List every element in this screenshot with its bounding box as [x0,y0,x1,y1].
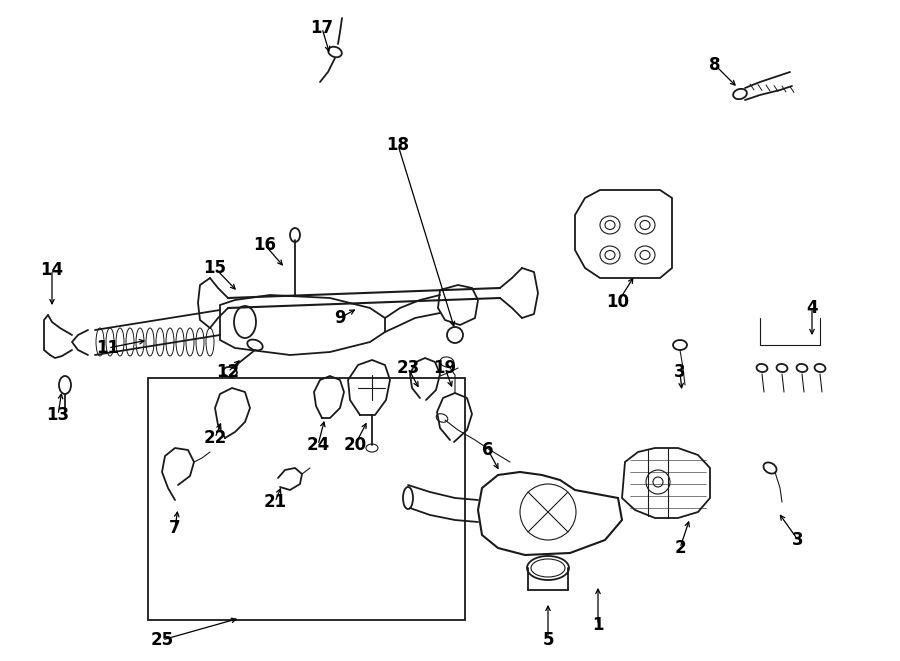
Text: 13: 13 [47,406,69,424]
Text: 25: 25 [150,631,174,649]
Text: 23: 23 [396,359,419,377]
Text: 16: 16 [254,236,276,254]
Text: 6: 6 [482,441,494,459]
Text: 12: 12 [216,363,239,381]
Text: 3: 3 [674,363,686,381]
Text: 10: 10 [607,293,629,311]
Text: 1: 1 [592,616,604,634]
Text: 14: 14 [40,261,64,279]
Text: 18: 18 [386,136,410,154]
Text: 21: 21 [264,493,286,511]
Text: 3: 3 [792,531,804,549]
Text: 24: 24 [306,436,329,454]
Text: 19: 19 [434,359,456,377]
Text: 22: 22 [203,429,227,447]
Text: 17: 17 [310,19,334,37]
Text: 5: 5 [542,631,554,649]
Text: 11: 11 [96,339,120,357]
Text: 7: 7 [169,519,181,537]
Text: 9: 9 [334,309,346,327]
Text: 20: 20 [344,436,366,454]
Text: 15: 15 [203,259,227,277]
Text: 8: 8 [709,56,721,74]
Text: 4: 4 [806,299,818,317]
Text: 2: 2 [674,539,686,557]
